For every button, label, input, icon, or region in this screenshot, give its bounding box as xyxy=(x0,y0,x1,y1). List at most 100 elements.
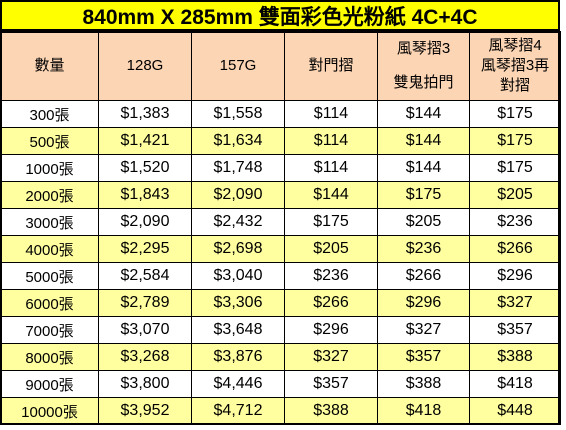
cell-128g: $2,789 xyxy=(98,289,192,317)
cell-qty: 6000張 xyxy=(0,289,99,317)
cell-fold-door: $144 xyxy=(284,181,378,209)
header-accordion3-line1: 風琴摺3 xyxy=(396,40,451,57)
cell-fold-door: $236 xyxy=(284,262,378,290)
table-row: 300張 $1,383 $1,558 $114 $144 $175 xyxy=(0,100,561,128)
header-accordion3-line2: 雙鬼拍門 xyxy=(393,74,454,91)
price-table: 數量 128G 157G 對門摺 風琴摺3 雙鬼拍門 風琴摺4 風琴摺3再 對摺… xyxy=(0,31,561,425)
cell-accordion4: $327 xyxy=(469,289,561,317)
table-row: 4000張 $2,295 $2,698 $205 $236 $266 xyxy=(0,235,561,263)
cell-qty: 10000張 xyxy=(0,397,99,425)
table-row: 3000張 $2,090 $2,432 $175 $205 $236 xyxy=(0,208,561,236)
cell-fold-door: $205 xyxy=(284,235,378,263)
cell-qty: 3000張 xyxy=(0,208,99,236)
cell-157g: $4,712 xyxy=(191,397,285,425)
header-accordion4: 風琴摺4 風琴摺3再 對摺 xyxy=(469,31,561,101)
cell-fold-door: $296 xyxy=(284,316,378,344)
cell-128g: $1,520 xyxy=(98,154,192,182)
cell-accordion4: $175 xyxy=(469,100,561,128)
cell-128g: $1,383 xyxy=(98,100,192,128)
cell-fold-door: $114 xyxy=(284,127,378,155)
cell-128g: $2,295 xyxy=(98,235,192,263)
cell-accordion3: $266 xyxy=(377,262,470,290)
header-accordion3: 風琴摺3 雙鬼拍門 xyxy=(377,31,470,101)
cell-128g: $3,800 xyxy=(98,370,192,398)
cell-157g: $1,558 xyxy=(191,100,285,128)
header-accordion4-line3: 對摺 xyxy=(499,77,530,94)
header-accordion4-line1: 風琴摺4 xyxy=(488,37,542,54)
cell-128g: $2,090 xyxy=(98,208,192,236)
cell-accordion4: $175 xyxy=(469,154,561,182)
table-row: 10000張 $3,952 $4,712 $388 $418 $448 xyxy=(0,397,561,425)
table-row: 2000張 $1,843 $2,090 $144 $175 $205 xyxy=(0,181,561,209)
header-fold-door: 對門摺 xyxy=(284,31,378,101)
cell-157g: $3,040 xyxy=(191,262,285,290)
cell-fold-door: $357 xyxy=(284,370,378,398)
cell-157g: $4,446 xyxy=(191,370,285,398)
header-row: 數量 128G 157G 對門摺 風琴摺3 雙鬼拍門 風琴摺4 風琴摺3再 對摺 xyxy=(0,31,561,101)
cell-qty: 2000張 xyxy=(0,181,99,209)
header-accordion4-line2: 風琴摺3再 xyxy=(480,57,550,74)
cell-157g: $2,090 xyxy=(191,181,285,209)
cell-accordion3: $175 xyxy=(377,181,470,209)
cell-accordion3: $144 xyxy=(377,100,470,128)
table-row: 7000張 $3,070 $3,648 $296 $327 $357 xyxy=(0,316,561,344)
cell-qty: 4000張 xyxy=(0,235,99,263)
cell-157g: $3,876 xyxy=(191,343,285,371)
cell-qty: 8000張 xyxy=(0,343,99,371)
cell-fold-door: $114 xyxy=(284,154,378,182)
cell-accordion4: $205 xyxy=(469,181,561,209)
cell-128g: $2,584 xyxy=(98,262,192,290)
table-body: 300張 $1,383 $1,558 $114 $144 $175 500張 $… xyxy=(0,100,561,425)
cell-accordion4: $236 xyxy=(469,208,561,236)
cell-157g: $1,748 xyxy=(191,154,285,182)
cell-128g: $1,843 xyxy=(98,181,192,209)
cell-accordion4: $418 xyxy=(469,370,561,398)
cell-128g: $3,268 xyxy=(98,343,192,371)
cell-accordion4: $175 xyxy=(469,127,561,155)
cell-fold-door: $388 xyxy=(284,397,378,425)
cell-157g: $1,634 xyxy=(191,127,285,155)
cell-157g: $3,648 xyxy=(191,316,285,344)
cell-accordion4: $388 xyxy=(469,343,561,371)
cell-qty: 7000張 xyxy=(0,316,99,344)
header-157g: 157G xyxy=(191,31,285,101)
cell-accordion3: $418 xyxy=(377,397,470,425)
cell-accordion4: $296 xyxy=(469,262,561,290)
cell-fold-door: $266 xyxy=(284,289,378,317)
cell-qty: 300張 xyxy=(0,100,99,128)
cell-128g: $3,952 xyxy=(98,397,192,425)
cell-128g: $3,070 xyxy=(98,316,192,344)
cell-fold-door: $327 xyxy=(284,343,378,371)
cell-157g: $2,698 xyxy=(191,235,285,263)
sheet-title: 840mm X 285mm 雙面彩色光粉紙 4C+4C xyxy=(0,0,560,31)
cell-fold-door: $175 xyxy=(284,208,378,236)
table-row: 500張 $1,421 $1,634 $114 $144 $175 xyxy=(0,127,561,155)
table-row: 8000張 $3,268 $3,876 $327 $357 $388 xyxy=(0,343,561,371)
cell-qty: 5000張 xyxy=(0,262,99,290)
cell-accordion3: $296 xyxy=(377,289,470,317)
table-row: 5000張 $2,584 $3,040 $236 $266 $296 xyxy=(0,262,561,290)
cell-accordion3: $327 xyxy=(377,316,470,344)
cell-qty: 9000張 xyxy=(0,370,99,398)
header-qty: 數量 xyxy=(0,31,99,101)
cell-accordion4: $448 xyxy=(469,397,561,425)
cell-accordion3: $357 xyxy=(377,343,470,371)
cell-128g: $1,421 xyxy=(98,127,192,155)
cell-qty: 1000張 xyxy=(0,154,99,182)
cell-157g: $3,306 xyxy=(191,289,285,317)
cell-accordion3: $205 xyxy=(377,208,470,236)
header-128g: 128G xyxy=(98,31,192,101)
table-row: 6000張 $2,789 $3,306 $266 $296 $327 xyxy=(0,289,561,317)
cell-accordion3: $236 xyxy=(377,235,470,263)
cell-accordion3: $144 xyxy=(377,127,470,155)
cell-qty: 500張 xyxy=(0,127,99,155)
table-row: 1000張 $1,520 $1,748 $114 $144 $175 xyxy=(0,154,561,182)
cell-fold-door: $114 xyxy=(284,100,378,128)
cell-accordion3: $388 xyxy=(377,370,470,398)
cell-accordion4: $357 xyxy=(469,316,561,344)
cell-accordion4: $266 xyxy=(469,235,561,263)
cell-accordion3: $144 xyxy=(377,154,470,182)
cell-157g: $2,432 xyxy=(191,208,285,236)
table-row: 9000張 $3,800 $4,446 $357 $388 $418 xyxy=(0,370,561,398)
